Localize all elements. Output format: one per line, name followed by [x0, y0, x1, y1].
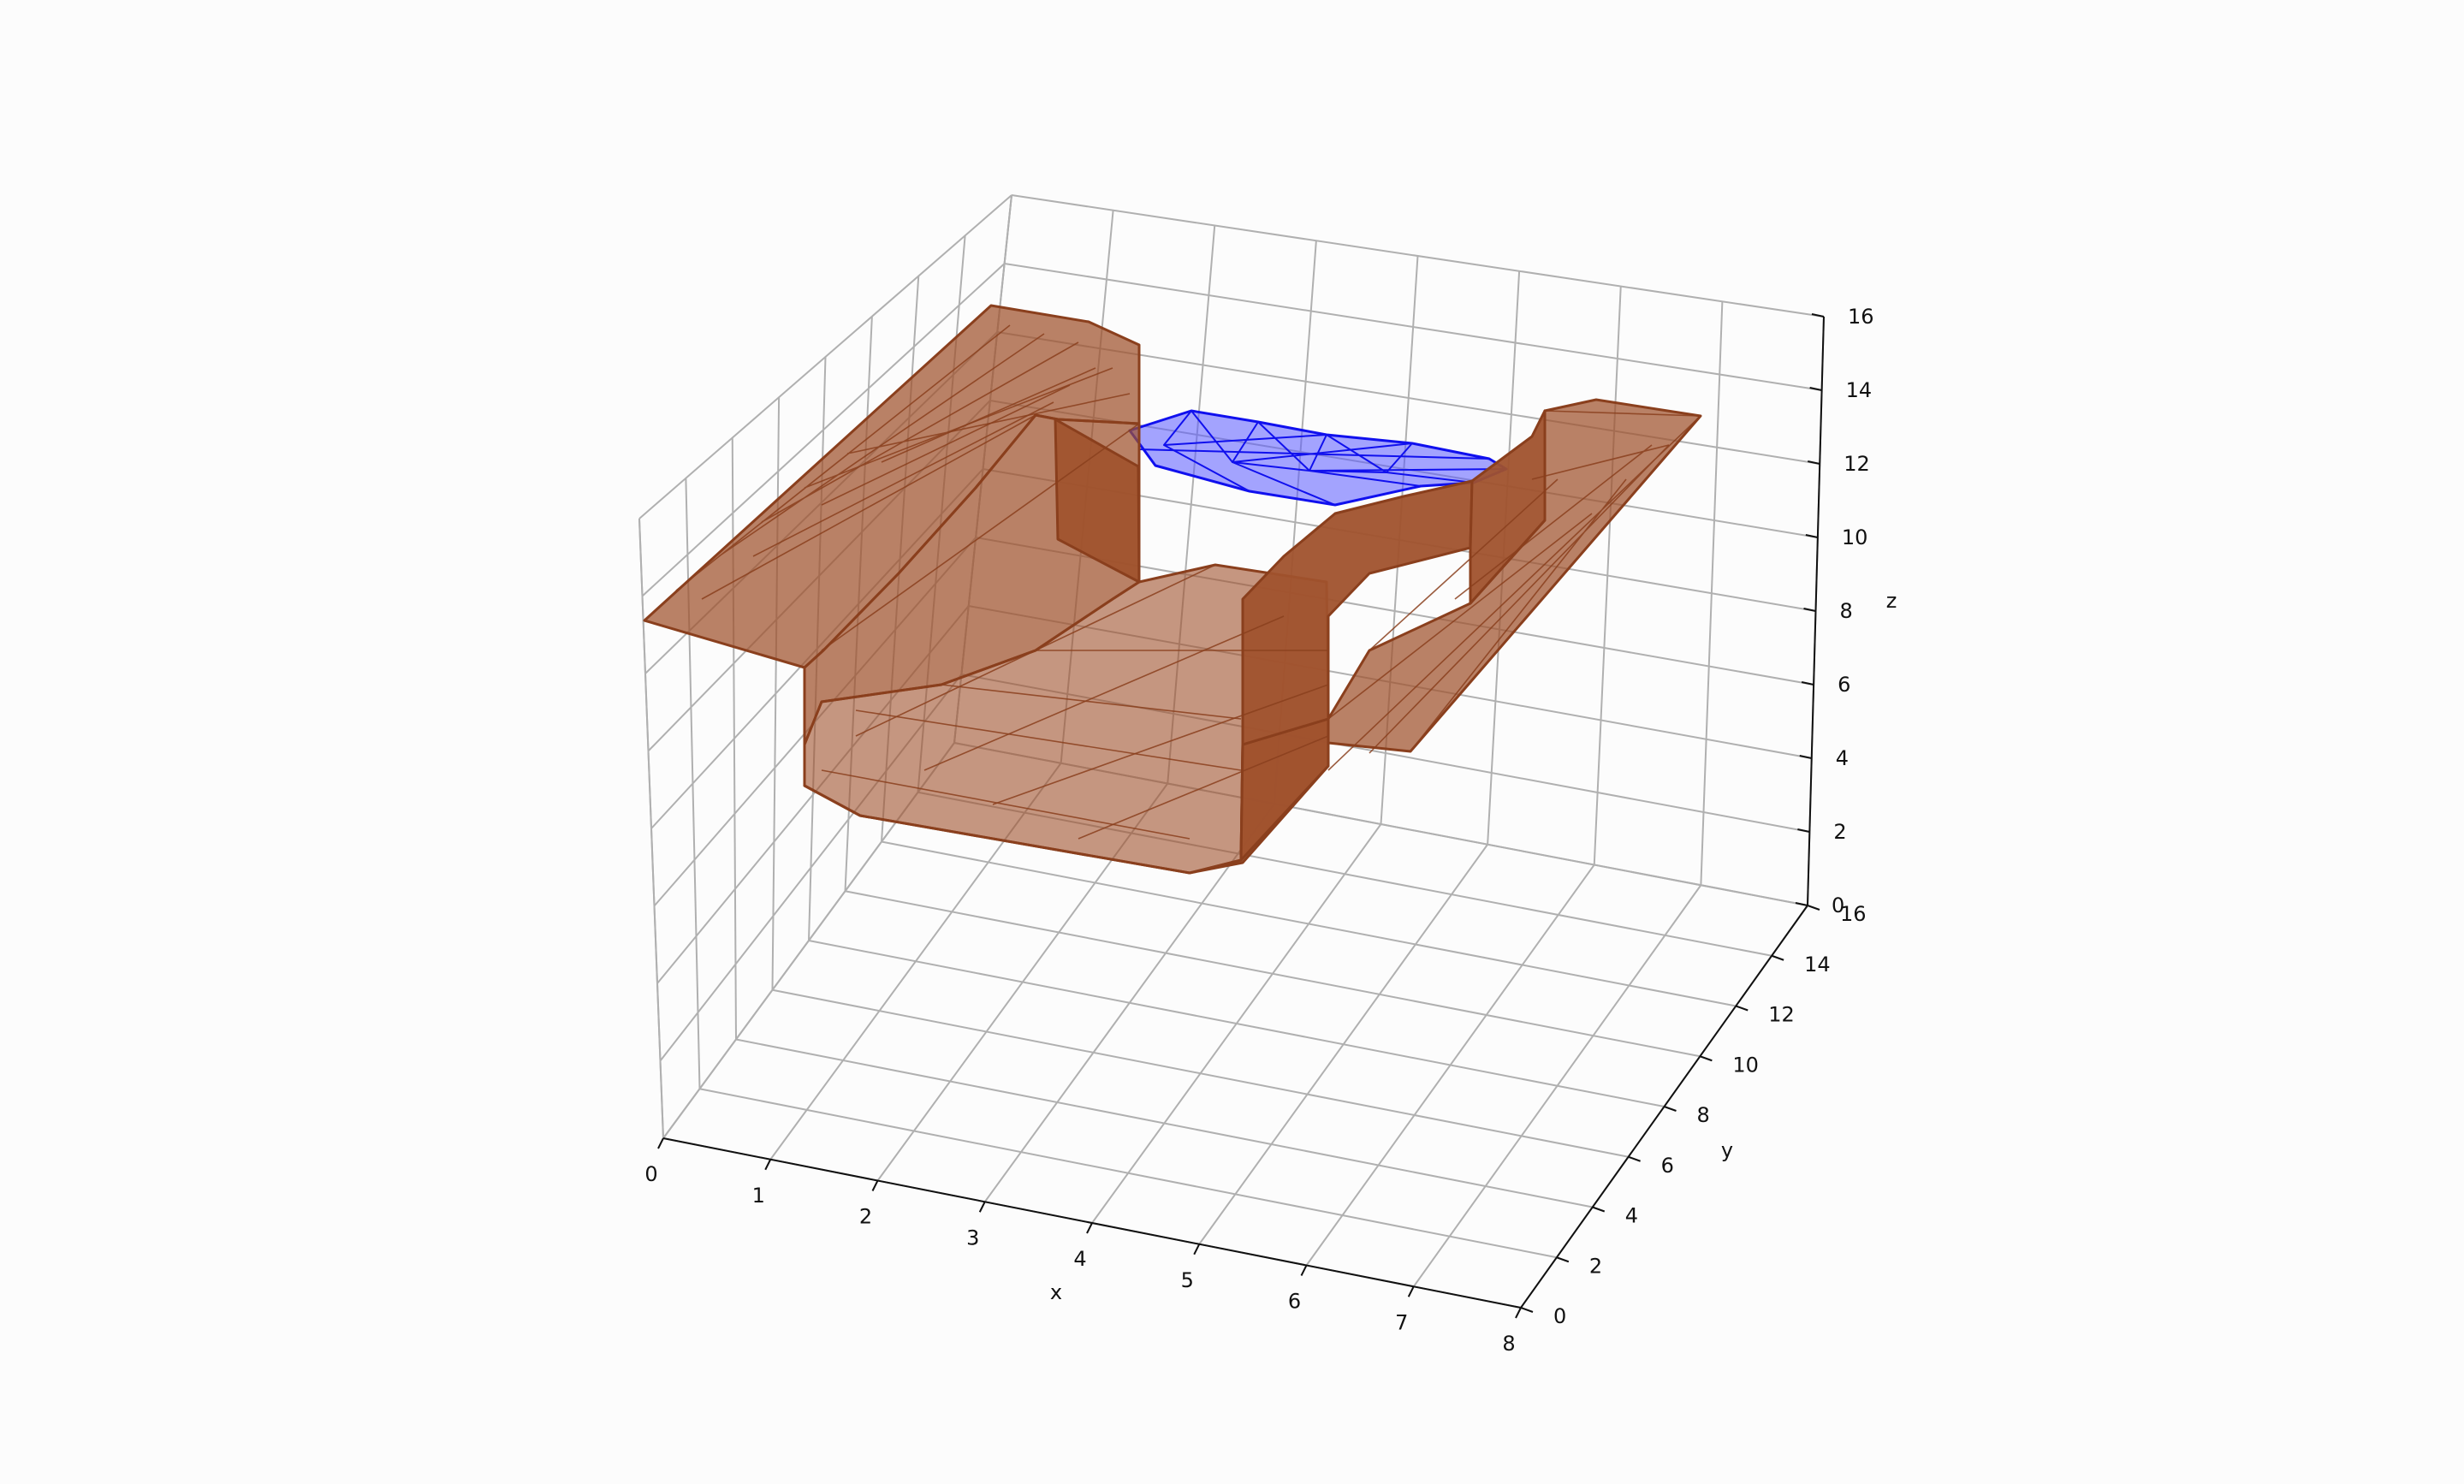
- z-tick: [1809, 387, 1822, 391]
- floor-gridline-y: [808, 940, 1665, 1107]
- z-tick: [1799, 755, 1812, 759]
- brown-face-inner-panel: [1054, 418, 1141, 584]
- backwall-gridline-z: [1011, 194, 1825, 318]
- x-tick-label: 1: [752, 1184, 765, 1208]
- y-tick-label: 14: [1804, 953, 1831, 976]
- y-tick: [1628, 1155, 1641, 1162]
- z-tick-label: 6: [1838, 673, 1850, 697]
- x-tick: [1086, 1222, 1093, 1234]
- x-tick-label: 8: [1502, 1332, 1515, 1356]
- x-tick: [978, 1201, 986, 1213]
- y-tick: [1771, 954, 1784, 961]
- floor-gridline-y: [772, 988, 1629, 1158]
- y-tick-label: 10: [1732, 1053, 1759, 1077]
- z-axis-label: z: [1886, 589, 1897, 613]
- leftwall-gridline-z: [638, 194, 1012, 519]
- y-tick: [1700, 1055, 1713, 1062]
- z-tick-label: 0: [1832, 893, 1844, 917]
- z-tick-label: 14: [1846, 378, 1873, 402]
- floor-gridline-y: [845, 890, 1701, 1058]
- x-tick: [871, 1180, 879, 1191]
- x-tick: [1407, 1285, 1415, 1297]
- y-tick-label: 4: [1625, 1204, 1638, 1228]
- x-tick-label: 4: [1073, 1247, 1086, 1271]
- y-tick-label: 2: [1589, 1254, 1602, 1278]
- x-tick: [764, 1159, 772, 1171]
- y-tick-label: 12: [1768, 1003, 1795, 1027]
- y-tick-label: 8: [1697, 1103, 1710, 1127]
- x-axis-label: x: [1050, 1280, 1062, 1304]
- floor-gridline-y: [881, 840, 1737, 1007]
- y-tick: [1592, 1206, 1606, 1213]
- brown-face-right-top: [1327, 398, 1702, 753]
- x-tick-label: 5: [1181, 1268, 1194, 1292]
- y-tick-label: 16: [1840, 902, 1867, 926]
- z-axis-line: [1807, 316, 1825, 906]
- y-tick-label: 6: [1661, 1154, 1674, 1178]
- leftwall-gridline-z: [641, 263, 1006, 597]
- z-tick: [1805, 534, 1819, 538]
- x-tick-label: 0: [644, 1162, 657, 1186]
- floor-gridline-y: [699, 1088, 1558, 1259]
- x-tick-label: 6: [1288, 1290, 1301, 1314]
- y-tick: [1556, 1256, 1570, 1263]
- z-tick: [1795, 902, 1808, 906]
- brown-surface-mesh: [675, 324, 1701, 840]
- x-tick-label: 3: [966, 1226, 979, 1250]
- blue-surface-mesh: [1137, 410, 1507, 506]
- blue-surface: [1128, 409, 1508, 507]
- z-tick-label: 8: [1840, 599, 1853, 623]
- brown-surface: [643, 304, 1702, 875]
- x-axis-line: [662, 1137, 1522, 1309]
- axis-ticks: [657, 313, 1825, 1319]
- pane-edge: [638, 518, 664, 1139]
- z-tick-label: 2: [1833, 820, 1846, 844]
- z-tick: [1803, 608, 1816, 612]
- z-tick-label: 4: [1836, 746, 1849, 770]
- z-tick: [1801, 681, 1814, 686]
- x-tick: [1300, 1265, 1308, 1276]
- surfaces-layer: [643, 304, 1702, 875]
- x-tick: [1515, 1307, 1522, 1319]
- z-tick-label: 12: [1844, 452, 1870, 476]
- x-tick: [657, 1137, 664, 1149]
- z-tick: [1811, 313, 1825, 318]
- backwall-gridline-z: [1004, 263, 1822, 391]
- z-tick: [1808, 460, 1820, 465]
- x-tick-label: 2: [859, 1205, 872, 1229]
- y-tick: [1664, 1106, 1677, 1112]
- y-axis-line: [1520, 905, 1808, 1309]
- x-tick: [1193, 1244, 1201, 1255]
- axis-lines: [662, 316, 1825, 1309]
- y-tick-label: 0: [1553, 1304, 1566, 1328]
- floor-gridline-y: [735, 1038, 1593, 1208]
- y-axis-label: y: [1721, 1138, 1733, 1162]
- z-tick-label: 16: [1848, 305, 1874, 329]
- y-tick: [1735, 1005, 1749, 1012]
- z-tick-label: 10: [1842, 525, 1868, 549]
- y-tick: [1520, 1307, 1534, 1313]
- z-tick: [1797, 828, 1810, 833]
- y-tick: [1807, 905, 1820, 911]
- x-tick-label: 7: [1395, 1310, 1408, 1334]
